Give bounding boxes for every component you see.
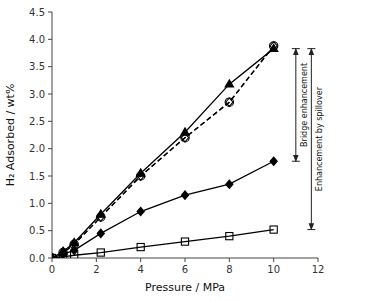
y-tick	[48, 94, 52, 95]
annotation-arrow	[311, 49, 312, 230]
x-tick-label: 10	[267, 264, 280, 275]
annotation-bar	[307, 48, 315, 49]
annotation-arrow	[295, 49, 296, 162]
y-tick-label: 2.5	[29, 116, 45, 127]
series-line	[52, 46, 274, 258]
y-tick-label: 3.0	[29, 89, 45, 100]
x-tick	[96, 258, 97, 262]
x-tick-label: 2	[93, 264, 99, 275]
y-tick-label: 3.5	[29, 61, 45, 72]
x-tick-label: 8	[226, 264, 232, 275]
point-marker	[226, 180, 233, 188]
point-marker	[270, 157, 277, 165]
x-tick	[185, 258, 186, 262]
y-tick-label: 0.5	[29, 225, 45, 236]
x-tick-label: 12	[312, 264, 325, 275]
point-marker	[181, 191, 188, 199]
point-marker	[226, 98, 233, 106]
y-tick	[48, 39, 52, 40]
point-marker	[270, 226, 277, 233]
point-marker	[137, 172, 144, 180]
x-tick-label: 4	[137, 264, 143, 275]
y-tick	[48, 176, 52, 177]
x-axis-label: Pressure / MPa	[145, 281, 225, 294]
point-marker	[181, 238, 188, 245]
x-tick	[229, 258, 230, 262]
annotation-bar	[292, 48, 300, 49]
y-tick	[48, 148, 52, 149]
point-marker	[71, 240, 78, 248]
y-tick-label: 2.0	[29, 143, 45, 154]
point-marker	[225, 80, 233, 87]
y-axis	[52, 12, 53, 258]
y-tick	[48, 258, 52, 259]
point-marker	[52, 254, 56, 258]
y-tick	[48, 203, 52, 204]
x-tick	[52, 258, 53, 262]
series-line	[52, 46, 274, 258]
y-tick	[48, 230, 52, 231]
y-tick-label: 1.5	[29, 171, 45, 182]
annotation-label: Bridge enhancement	[300, 63, 309, 147]
annotation-label: Enhancement by spillover	[315, 86, 324, 191]
y-tick	[48, 66, 52, 67]
x-tick-label: 0	[49, 264, 55, 275]
point-marker	[270, 42, 277, 50]
plot-area	[52, 42, 278, 258]
x-tick	[140, 258, 141, 262]
y-tick-label: 4.0	[29, 34, 45, 45]
point-marker	[181, 134, 188, 142]
series-line	[52, 49, 274, 258]
x-tick	[273, 258, 274, 262]
point-marker	[226, 233, 233, 240]
point-marker	[97, 229, 104, 237]
y-axis-label: H₂ Adsorbed / wt%	[4, 84, 17, 187]
point-marker	[59, 248, 66, 256]
annotation-bar	[292, 161, 300, 162]
y-tick-label: 0.0	[29, 253, 45, 264]
point-marker	[137, 243, 144, 250]
point-marker	[97, 213, 104, 221]
y-tick	[48, 121, 52, 122]
annotation-bar	[307, 229, 315, 230]
y-tick-label: 1.0	[29, 198, 45, 209]
chart: 0 2 4 6 8 10 12 0.0 0.5 1.0 1.5 2.0 2.5 3.0 3.5 4.0 4.5 P…	[0, 0, 378, 301]
series-line	[52, 161, 274, 258]
point-marker	[137, 207, 144, 215]
y-tick	[48, 12, 52, 13]
point-marker	[97, 249, 104, 256]
x-tick	[318, 258, 319, 262]
y-tick-label: 4.5	[29, 7, 45, 18]
x-tick-label: 6	[182, 264, 188, 275]
